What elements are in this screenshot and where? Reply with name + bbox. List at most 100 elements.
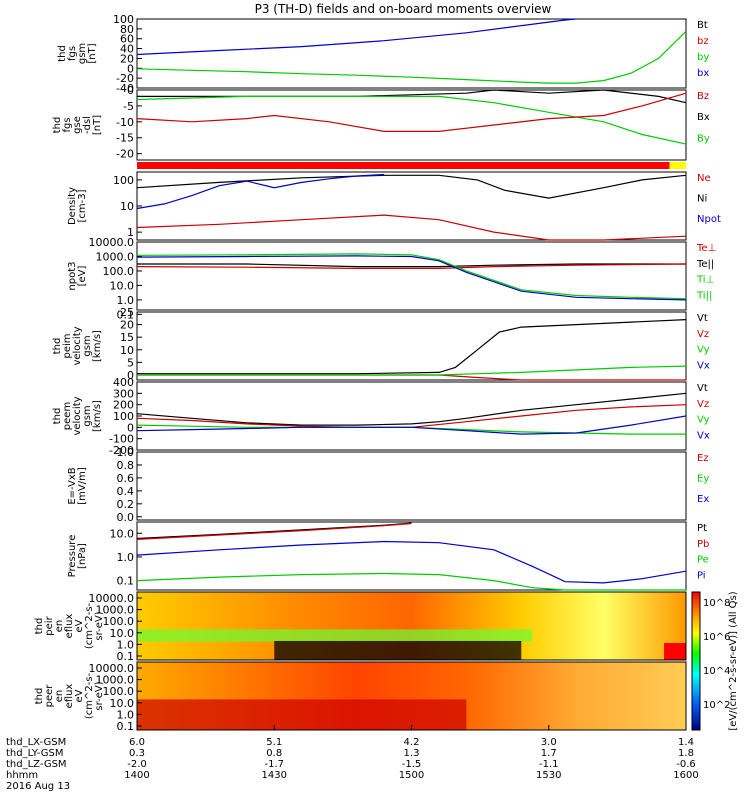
y-tick-label: 100.0: [103, 685, 135, 698]
x-row-value: 1600: [673, 770, 698, 781]
y-tick-label: 10000.0: [89, 662, 135, 675]
legend: Ez Ey Ex: [697, 453, 709, 505]
y-axis-label: E=-VxB [mV/m]: [67, 467, 88, 505]
legend-entry: by: [697, 52, 709, 63]
y-tick-label: -20: [116, 72, 134, 85]
y-tick-label: 0.1: [117, 650, 135, 663]
y-ticks: 0 -5 -10 -15 -20: [116, 84, 142, 161]
y-tick-label: 100.0: [103, 615, 135, 628]
legend-entry: By: [697, 133, 710, 144]
y-label-line: sr-eV): [94, 681, 105, 710]
legend-entry: bz: [697, 36, 709, 47]
y-label-line: npot3: [67, 261, 78, 290]
y-axis-label: thd peim velocity gsm [km/s]: [52, 326, 103, 365]
series-Te||: [137, 263, 686, 268]
y-label-line: [nPa]: [77, 543, 88, 569]
y-axis-label: thd peer en eflux eV (cm^2-s-sr-eV): [34, 672, 105, 719]
legend-entry: Pe: [697, 555, 709, 566]
series-Vt: [137, 319, 687, 375]
figure-title: P3 (TH-D) fields and on-board moments ov…: [255, 2, 552, 16]
x-row-value: 0.8: [266, 748, 282, 759]
x-row-value: 5.1: [266, 737, 282, 748]
spectrogram-edge: [664, 643, 686, 660]
x-row-value: 3.0: [541, 737, 557, 748]
legend-entry: Vz: [697, 329, 709, 340]
y-label-line: (cm^2-s-: [84, 672, 95, 719]
series-Ne: [136, 214, 687, 241]
y-tick-label: 1000.0: [96, 604, 135, 617]
legend-entry: Bz: [697, 91, 709, 102]
y-tick-label: 100: [113, 410, 134, 423]
legend-entry: Vx: [697, 430, 710, 441]
y-label-line: Density: [67, 187, 78, 225]
y-tick-label: -15: [116, 132, 134, 145]
y-tick-label: -40: [116, 82, 134, 95]
y-label-line: thd: [52, 338, 63, 355]
panel-density: 100 10 1 Density [cm-3] Ne Ni Npot: [67, 171, 721, 241]
x-row-value: 1400: [124, 770, 149, 781]
y-tick-label: 10: [120, 344, 134, 357]
y-label-line: gsm: [77, 43, 88, 64]
series-By: [136, 95, 687, 145]
series-Pe: [136, 572, 686, 591]
series-Te⊥: [136, 263, 687, 269]
x-row-value: 1530: [536, 770, 561, 781]
y-axis-label: npot3 [eV]: [67, 261, 88, 290]
y-tick-label: 0: [127, 369, 134, 382]
legend-entry: Npot: [697, 214, 721, 225]
colorbar-tick: 10^6: [703, 632, 730, 643]
y-tick-label: 0.2: [117, 498, 135, 511]
series-Ti: [136, 255, 687, 301]
y-ticks: 100 10 1: [113, 174, 142, 239]
x-row-value: -0.6: [676, 759, 696, 770]
y-label-line: thd: [52, 408, 63, 425]
x-row-value: 1.3: [404, 748, 420, 759]
y-tick-label: 1.0: [117, 638, 135, 651]
series-Vt: [136, 392, 687, 426]
y-label-line: [km/s]: [92, 330, 103, 362]
y-label-line: [nT]: [87, 43, 98, 63]
y-label-line: peem: [62, 402, 73, 430]
y-label-line: en: [54, 620, 65, 633]
panel-frame: [136, 381, 687, 451]
x-row-value: 6.0: [129, 737, 145, 748]
colorbar: 10^8 10^6 10^4 10^2[eV/(cm^2-s-sr-eV)] (All…: [691, 591, 739, 731]
legend-entry: Vt: [697, 313, 708, 324]
y-tick-label: 0.0: [117, 511, 135, 524]
legend-entry: Vx: [697, 360, 710, 371]
y-tick-label: 10000.0: [89, 236, 135, 249]
y-label-line: [km/s]: [92, 400, 103, 432]
y-label-line: fgs: [62, 117, 73, 132]
y-label-line: -dsl: [82, 116, 93, 134]
panel-frame: [136, 241, 687, 311]
series-Pb: [136, 522, 412, 540]
x-row-value: 1.8: [678, 748, 694, 759]
colorbar-tick: 10^4: [703, 666, 730, 677]
y-tick-label: -5: [123, 100, 134, 113]
y-axis-label: Pressure [nPa]: [67, 535, 88, 578]
spectrogram-low-band: [137, 629, 533, 642]
legend-entry: Vy: [697, 345, 710, 356]
x-row-value: -2.0: [127, 759, 147, 770]
legend-entry: Ez: [697, 453, 709, 464]
x-row-value: 1.4: [678, 737, 694, 748]
y-label-line: [nT]: [92, 115, 103, 135]
y-tick-label: 0.1: [117, 720, 135, 733]
series-Pt: [136, 522, 412, 540]
y-tick-label: 0.1: [117, 308, 135, 321]
panel-fgs_gse: 0 -5 -10 -15 -20 thd fgs gse -dsl [nT] Bz Bx By: [52, 84, 710, 169]
y-tick-label: 200: [113, 399, 134, 412]
x-row-name: thd_LX-GSM: [6, 737, 66, 748]
panel-pressure: 10.0 1.0 0.1 Pressure [nPa] Pt Pb Pe Pi: [67, 521, 709, 591]
panel-frame: [136, 89, 687, 161]
x-row-value: 0.3: [129, 748, 145, 759]
series-Npot: [136, 173, 385, 210]
legend: Pt Pb Pe Pi: [697, 523, 709, 581]
y-tick-label: -100: [109, 433, 134, 446]
series-Ti: [136, 253, 687, 300]
y-tick-label: 0.4: [117, 485, 135, 498]
y-tick-label: 1.0: [117, 551, 135, 564]
y-tick-label: 15: [120, 331, 134, 344]
